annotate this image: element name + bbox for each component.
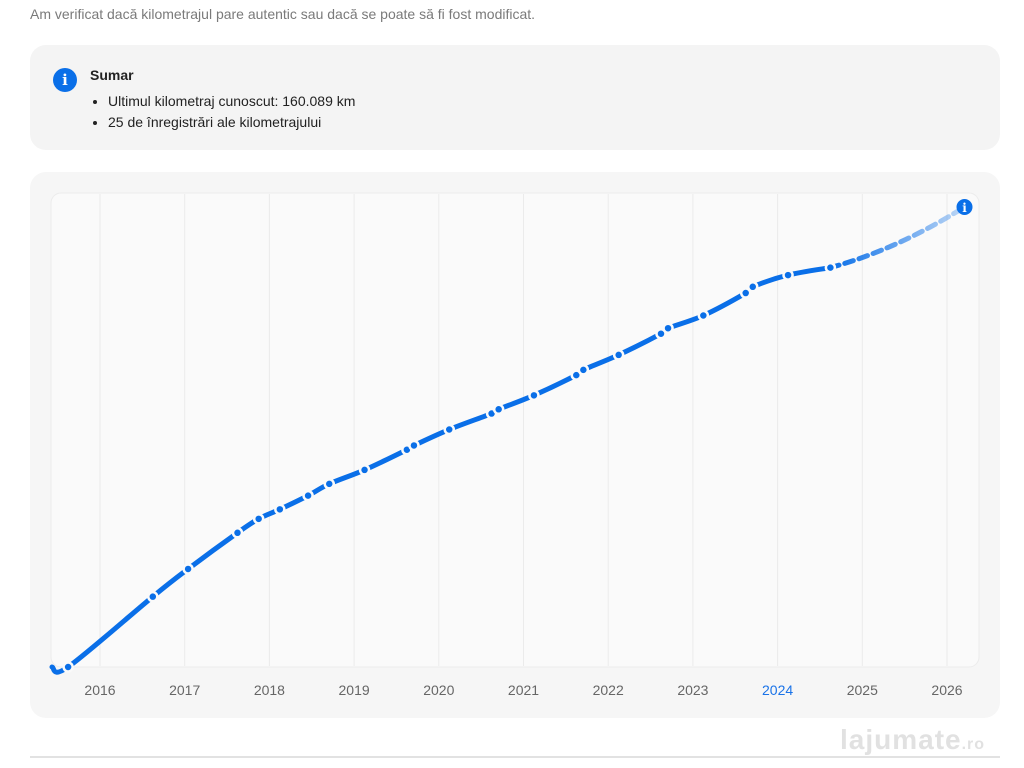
data-point [612,349,625,361]
data-point [274,503,286,516]
data-point [323,478,336,490]
data-point [252,513,265,525]
data-point [577,364,590,376]
x-tick-label: 2021 [508,682,539,698]
data-point [147,590,159,603]
summary-list: Ultimul kilometraj cunoscut: 160.089 km … [90,91,355,133]
data-point [62,661,74,673]
info-icon-glyph: i [962,201,967,215]
data-point [408,439,420,452]
summary-item-last-mileage: Ultimul kilometraj cunoscut: 160.089 km [108,91,355,112]
x-tick-label: 2020 [423,682,454,698]
data-point [231,527,244,539]
projection-info-icon [956,198,973,215]
data-point [662,322,674,334]
projection-line [827,204,968,271]
x-tick-label: 2023 [677,682,708,698]
data-point [655,327,667,340]
x-tick-label: 2017 [169,682,200,698]
summary-item-record-count: 25 de înregistrări ale kilometrajului [108,112,355,133]
x-tick-label: 2025 [847,682,878,698]
x-tick-label: 2022 [593,682,624,698]
data-point [443,423,455,436]
data-point [182,563,194,575]
summary-title: Sumar [90,67,134,83]
data-point [358,464,371,476]
x-tick-label: 2016 [84,682,115,698]
summary-box: i Sumar Ultimul kilometraj cunoscut: 160… [30,45,1000,150]
x-tick-label: 2019 [339,682,370,698]
data-point [739,287,752,299]
x-tick-label: 2018 [254,682,285,698]
mileage-chart: 2016 2017 2018 2019 2020 2021 2022 2023 2024 2025… [49,192,980,698]
data-point [824,261,837,274]
mileage-chart-card: 2016 2017 2018 2019 2020 2021 2022 2023 2024 2025… [30,172,1000,718]
x-tick-label: 2024 [762,682,793,698]
data-point [528,389,540,402]
footer-divider [30,756,1000,758]
data-point [302,489,314,502]
watermark-logo: lajumate.ro [840,724,986,755]
data-point [492,403,505,416]
info-icon: i [53,68,77,92]
data-point [747,281,759,293]
x-tick-label: 2026 [931,682,962,698]
data-point [697,309,710,322]
plot-area [50,192,980,668]
page-subtitle: Am verificat dacă kilometrajul pare aute… [30,6,536,22]
data-point [782,269,794,281]
